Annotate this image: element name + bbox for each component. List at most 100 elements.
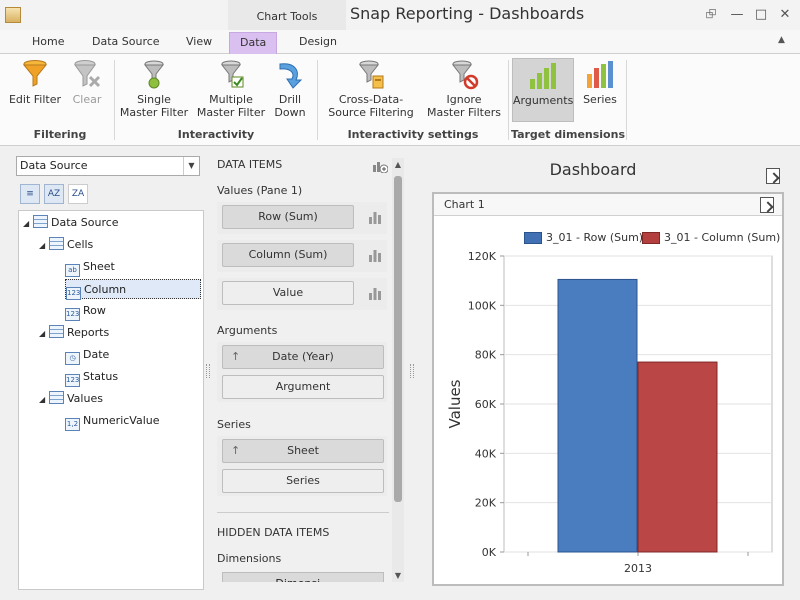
arguments-section-label: Arguments — [217, 324, 278, 337]
series-type-bar-icon[interactable] — [368, 286, 382, 300]
tree-node-label: Reports — [67, 326, 110, 339]
maximize-button[interactable]: □ — [754, 7, 768, 22]
single-master-filter-button[interactable]: Single Master Filter — [118, 58, 190, 122]
ribbon-separator — [114, 60, 115, 140]
export-chart-icon[interactable] — [760, 197, 774, 213]
tree-node-values[interactable]: ◢ Values — [39, 389, 103, 409]
scroll-down-icon[interactable]: ▼ — [394, 571, 402, 580]
ignore-master-filters-label: Ignore Master Filters — [426, 93, 502, 119]
series-card: ↑ Sheet Series — [217, 436, 387, 496]
tree-node-label: Cells — [67, 238, 94, 251]
tree-node-row[interactable]: 123 Row — [65, 301, 106, 321]
tree-node-data-source[interactable]: ◢ Data Source — [23, 213, 119, 233]
cross-data-source-icon — [358, 60, 384, 89]
chart-title: Chart 1 — [444, 198, 485, 211]
ribbon: Edit Filter Clear Single Master Filter M… — [0, 54, 800, 146]
tab-data[interactable]: Data — [229, 32, 278, 54]
scrollbar-thumb[interactable] — [394, 176, 402, 502]
argument-field-placeholder[interactable]: Argument — [222, 375, 384, 399]
tab-data-source[interactable]: Data Source — [92, 35, 160, 48]
close-button[interactable]: ✕ — [779, 7, 791, 22]
group-label-target-dimensions: Target dimensions — [510, 128, 625, 141]
tab-design[interactable]: Design — [299, 35, 337, 48]
tree-node-status[interactable]: 123 Status — [65, 367, 118, 387]
arguments-button[interactable]: Arguments — [512, 58, 574, 122]
y-tick-label: 40K — [475, 447, 497, 460]
tab-home[interactable]: Home — [32, 35, 65, 48]
ribbon-separator — [626, 60, 627, 140]
sort-descending-icon[interactable]: ZA — [68, 184, 88, 204]
value-field-placeholder[interactable]: Value — [222, 281, 354, 305]
funnel-icon — [22, 60, 48, 87]
ignore-filters-icon — [451, 60, 479, 90]
expand-icon[interactable]: ◢ — [39, 241, 46, 250]
tree-node-numericvalue[interactable]: 1,2 NumericValue — [65, 411, 160, 431]
series-type-bar-icon[interactable] — [368, 210, 382, 224]
y-tick-label: 20K — [475, 497, 497, 510]
sort-up-icon[interactable]: ↑ — [231, 350, 241, 363]
tab-view[interactable]: View — [186, 35, 213, 48]
expand-icon[interactable]: ◢ — [39, 329, 46, 338]
group-label-filtering: Filtering — [33, 128, 87, 141]
tree-node-column[interactable]: 123 Column — [65, 279, 201, 300]
dimension-field-placeholder[interactable]: Dimensi... — [222, 572, 384, 582]
table-icon — [49, 391, 64, 404]
clear-filter-button[interactable]: Clear — [66, 58, 108, 122]
minimize-button[interactable]: — — [730, 7, 744, 22]
cross-data-source-filtering-button[interactable]: Cross-Data-Source Filtering — [322, 58, 420, 122]
data-source-select[interactable]: Data Source ▼ — [16, 156, 200, 176]
splitter-handle[interactable] — [206, 364, 210, 378]
number-field-icon: 123 — [65, 308, 80, 321]
dimensions-label: Dimensions — [217, 552, 282, 565]
y-tick-label: 80K — [475, 349, 497, 362]
y-tick-label: 60K — [475, 398, 497, 411]
arguments-chart-icon — [530, 63, 556, 89]
add-calculated-field-icon[interactable] — [372, 159, 388, 173]
series-type-bar-icon[interactable] — [368, 248, 382, 262]
number-field-icon: 123 — [66, 287, 81, 300]
field-tree: ◢ Data Source ◢ Cells ab Sheet 123 Column 12… — [18, 210, 204, 590]
expand-icon[interactable]: ◢ — [23, 219, 30, 228]
title-bar: Chart Tools Snap Reporting - Dashboards … — [0, 0, 800, 30]
edit-filter-button[interactable]: Edit Filter — [8, 58, 62, 122]
number-field-icon: 123 — [65, 374, 80, 387]
series-field-placeholder[interactable]: Series — [222, 469, 384, 493]
ribbon-separator — [508, 60, 509, 140]
value-field-row-sum[interactable]: Row (Sum) — [222, 205, 354, 229]
sort-ascending-icon[interactable]: AZ — [44, 184, 64, 204]
legend-swatch-row — [524, 232, 542, 244]
splitter-handle[interactable] — [410, 364, 414, 378]
app-icon[interactable] — [5, 7, 21, 23]
bar-row-sum — [557, 278, 638, 553]
data-items-panel: DATA ITEMS Values (Pane 1) Row (Sum) Col… — [212, 154, 406, 584]
series-section-label: Series — [217, 418, 251, 431]
group-by-type-icon[interactable]: ≡ — [20, 184, 40, 204]
data-items-scrollbar[interactable]: ▲ ▼ — [392, 158, 404, 582]
drill-down-button[interactable]: Drill Down — [270, 58, 310, 122]
legend-swatch-column — [642, 232, 660, 244]
tree-node-sheet[interactable]: ab Sheet — [65, 257, 115, 277]
chart-tools-context-label: Chart Tools — [228, 0, 346, 30]
tree-node-reports[interactable]: ◢ Reports — [39, 323, 109, 343]
series-label: Series — [583, 93, 617, 106]
scroll-up-icon[interactable]: ▲ — [394, 160, 402, 169]
series-button[interactable]: Series — [580, 58, 620, 122]
series-field-sheet[interactable]: ↑ Sheet — [222, 439, 384, 463]
tree-node-date[interactable]: ◷ Date — [65, 345, 109, 365]
sort-up-icon[interactable]: ↑ — [231, 444, 241, 457]
chart-item[interactable]: Chart 1 3_01 - Row (Sum) 3_01 - Column (… — [432, 192, 784, 586]
collapse-ribbon-icon[interactable]: ▲ — [778, 35, 785, 45]
dashboard-title: Dashboard — [549, 160, 637, 179]
restore-layout-icon[interactable]: ⮺ — [705, 7, 717, 22]
data-source-select-value: Data Source — [20, 159, 88, 172]
ignore-master-filters-button[interactable]: Ignore Master Filters — [426, 58, 502, 122]
argument-field-date-year[interactable]: ↑ Date (Year) — [222, 345, 384, 369]
bar-column-sum — [637, 361, 718, 553]
expand-icon[interactable]: ◢ — [39, 395, 46, 404]
value-field-column-sum[interactable]: Column (Sum) — [222, 243, 354, 267]
y-axis-label: Values — [446, 379, 464, 428]
tree-node-cells[interactable]: ◢ Cells — [39, 235, 93, 255]
multiple-master-filter-button[interactable]: Multiple Master Filter — [196, 58, 266, 122]
export-dashboard-icon[interactable] — [766, 168, 780, 184]
chevron-down-icon[interactable]: ▼ — [183, 157, 199, 175]
